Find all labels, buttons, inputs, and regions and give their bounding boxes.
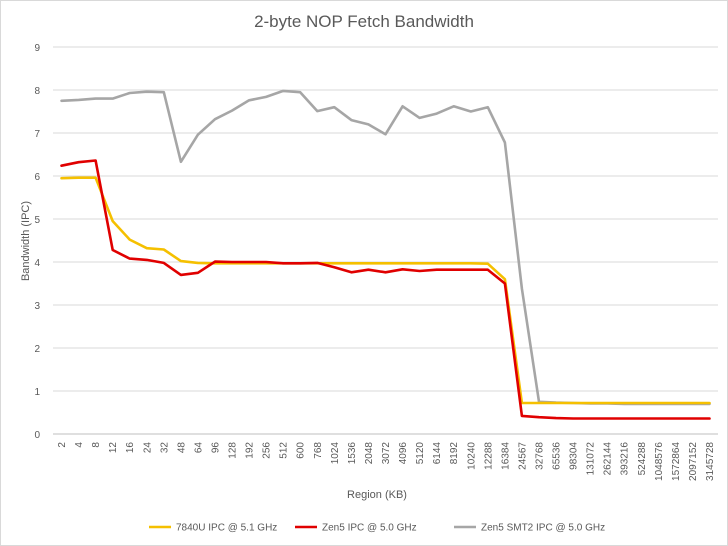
x-tick-label: 65536 [552,442,563,470]
x-tick-label: 96 [210,442,221,454]
chart-title: 2-byte NOP Fetch Bandwidth [254,12,474,31]
legend-label: Zen5 IPC @ 5.0 GHz [322,523,417,534]
x-tick-label: 131072 [586,442,597,476]
y-tick-label: 7 [34,129,40,140]
y-tick-label: 1 [34,387,40,398]
y-tick-label: 9 [34,43,40,54]
x-tick-label: 600 [296,442,307,459]
legend: 7840U IPC @ 5.1 GHz Zen5 IPC @ 5.0 GHz Zen… [149,523,605,534]
x-tick-label: 10240 [466,442,477,470]
x-tick-label: 8 [91,442,102,448]
x-tick-label: 32768 [534,442,545,470]
x-tick-label: 4 [74,442,85,448]
x-tick-label: 2 [57,442,68,448]
x-tick-label: 6144 [432,442,443,465]
x-tick-label: 2048 [364,442,375,465]
x-tick-label: 32 [159,442,170,454]
series-line-3 [60,89,711,406]
x-tick-label: 768 [313,442,324,459]
x-tick-label: 3072 [381,442,392,465]
x-tick-label: 192 [245,442,256,459]
y-tick-label: 0 [34,430,40,441]
x-tick-label: 8192 [449,442,460,465]
x-tick-label: 16 [125,442,136,454]
x-tick-label: 1048576 [654,442,665,481]
x-tick-label: 12288 [483,442,494,470]
y-tick-label: 8 [34,86,40,97]
y-axis-ticks: 0 1 2 3 4 5 6 7 8 9 [34,43,40,441]
x-tick-label: 4096 [398,442,409,465]
x-tick-label: 1536 [347,442,358,465]
x-tick-label: 12 [108,442,119,454]
x-tick-label: 24 [142,442,153,454]
x-tick-label: 524288 [637,442,648,476]
y-tick-label: 2 [34,344,40,355]
x-tick-label: 256 [262,442,273,459]
x-tick-label: 1024 [330,442,341,465]
x-tick-label: 1572864 [671,442,682,481]
x-axis-ticks: 2 4 8 12 16 24 32 48 64 96 128 192 256 512 600 768 1024 1… [57,442,716,481]
y-tick-label: 4 [34,258,40,269]
x-tick-label: 48 [176,442,187,454]
x-tick-label: 5120 [415,442,426,465]
y-axis-title: Bandwidth (IPC) [20,201,32,281]
series-line-2 [60,159,711,420]
y-tick-label: 5 [34,215,40,226]
x-tick-label: 128 [228,442,239,459]
x-axis-title: Region (KB) [347,489,407,501]
x-tick-label: 2097152 [688,442,699,481]
x-tick-label: 512 [279,442,290,459]
x-tick-label: 16384 [500,442,511,470]
y-tick-label: 6 [34,172,40,183]
x-tick-label: 24567 [517,442,528,470]
series-line-1 [60,176,711,405]
x-tick-label: 64 [193,442,204,454]
x-tick-label: 393216 [620,442,631,476]
x-tick-label: 3145728 [705,442,716,481]
y-tick-label: 3 [34,301,40,312]
gridlines [53,46,718,392]
x-tick-label: 262144 [603,442,614,476]
series-lines [60,89,711,420]
x-tick-label: 98304 [569,442,580,470]
legend-label: Zen5 SMT2 IPC @ 5.0 GHz [481,523,605,534]
legend-label: 7840U IPC @ 5.1 GHz [176,523,277,534]
